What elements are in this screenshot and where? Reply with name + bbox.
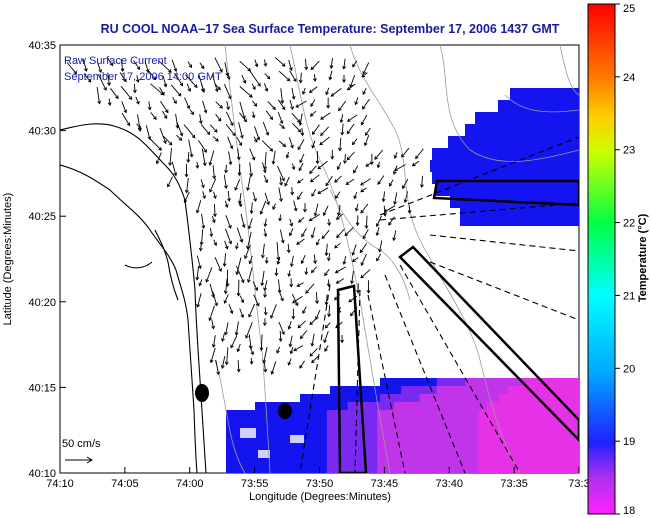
x-tick-label: 73:40: [435, 478, 463, 490]
colorbar-tick-label: 22: [623, 218, 635, 230]
buoy-marker-west: [195, 384, 209, 402]
sst-patch-north: [430, 88, 579, 226]
sst-patch-south: [226, 378, 579, 473]
x-tick-label: 73:45: [371, 478, 399, 490]
annotation-line-2: September 17, 2006 14:00 GMT: [64, 71, 222, 83]
annotation-line-1: Raw Surface Current: [64, 55, 167, 67]
colorbar-label: Temperature (°C): [637, 213, 649, 302]
bathymetry-contours: [214, 45, 579, 473]
x-axis-label: Longitude (Degrees:Minutes): [249, 491, 391, 503]
y-tick-label: 40:20: [28, 297, 56, 309]
surface-current-vectors: [66, 57, 424, 376]
y-axis-ticks: 40:35 40:30 40:25 40:20 40:15 40:10: [28, 40, 66, 480]
colorbar-tick-label: 23: [623, 145, 635, 157]
buoy-marker-east: [278, 403, 292, 419]
coastline: [60, 123, 207, 473]
x-tick-label: 73:55: [241, 478, 269, 490]
colorbar-tick-label: 24: [623, 72, 635, 84]
survey-boxes: [336, 179, 579, 473]
x-tick-label: 73:3: [568, 478, 589, 490]
colorbar-ticks: 25 24 23 22 21 20 19 18: [615, 3, 635, 517]
x-axis-ticks: 74:10 74:05 74:00 73:55 73:50 73:45 73:40 73:35…: [46, 467, 590, 490]
y-tick-label: 40:30: [28, 126, 56, 138]
y-axis-label: Latitude (Degrees:Minutes): [2, 193, 14, 326]
colorbar-tick-label: 25: [623, 3, 635, 15]
x-tick-label: 74:00: [176, 478, 204, 490]
x-tick-label: 74:05: [111, 478, 139, 490]
colorbar: [587, 3, 616, 515]
colorbar-tick-label: 21: [623, 290, 635, 302]
x-tick-label: 74:10: [46, 478, 74, 490]
colorbar-tick-label: 19: [623, 436, 635, 448]
scale-vector-head: [86, 456, 93, 464]
x-tick-label: 73:35: [500, 478, 528, 490]
radar-range-lines: [299, 136, 579, 473]
x-tick-label: 73:50: [306, 478, 334, 490]
colorbar-tick-label: 20: [623, 363, 635, 375]
y-tick-label: 40:15: [28, 382, 56, 394]
map-title: RU COOL NOAA–17 Sea Surface Temperature:…: [100, 22, 560, 36]
y-tick-label: 40:25: [28, 211, 56, 223]
y-tick-label: 40:10: [28, 468, 56, 480]
y-tick-label: 40:35: [28, 40, 56, 52]
scale-label: 50 cm/s: [62, 438, 101, 450]
colorbar-tick-label: 18: [623, 505, 635, 517]
